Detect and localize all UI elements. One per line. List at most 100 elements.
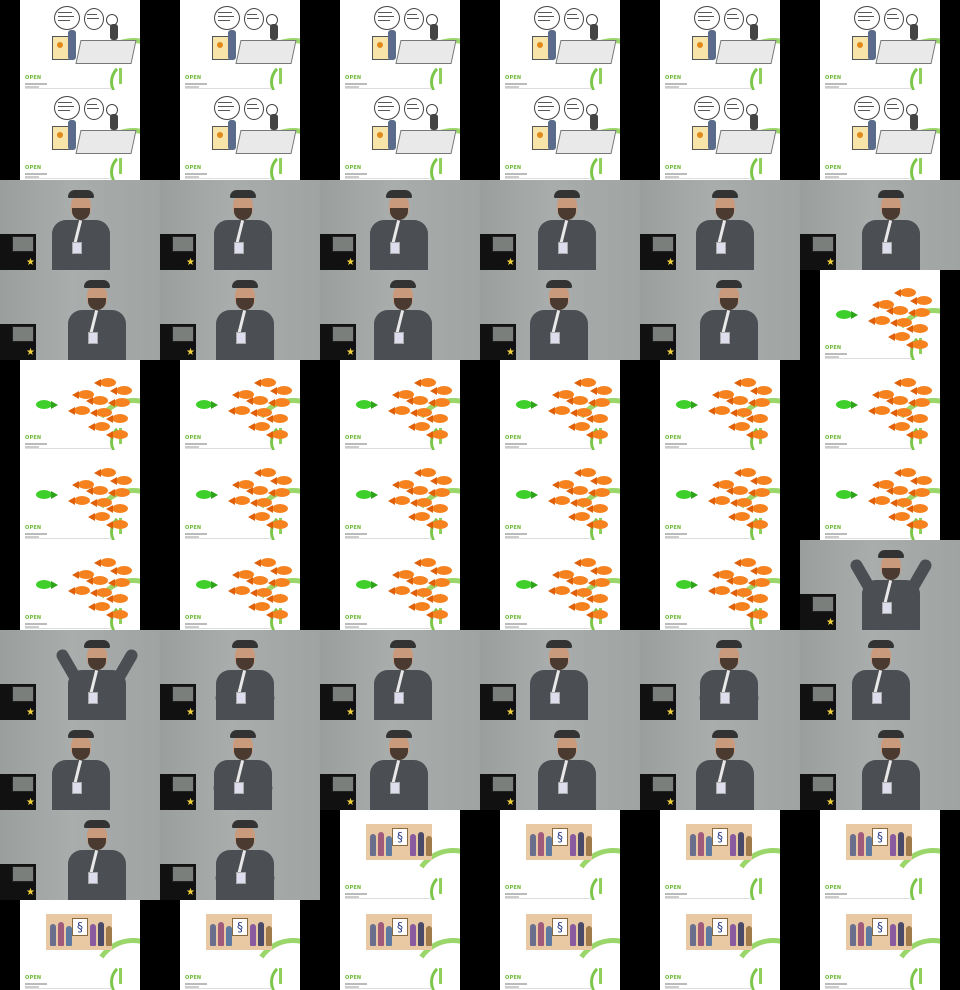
orange-fish bbox=[276, 566, 292, 575]
bubble-text-scribble bbox=[698, 16, 714, 17]
group-person bbox=[418, 832, 424, 856]
slide-baseline bbox=[665, 898, 752, 899]
slide-baseline bbox=[25, 88, 112, 89]
bubble-text-scribble bbox=[538, 102, 552, 103]
slide-baseline bbox=[345, 448, 432, 449]
orange-fish bbox=[740, 378, 756, 387]
green-fish bbox=[36, 490, 58, 499]
laptop-screen bbox=[172, 776, 194, 792]
group-person bbox=[586, 926, 592, 946]
speaker-badge bbox=[550, 692, 560, 704]
laptop-sticker: ★ bbox=[186, 347, 195, 358]
speaker-cap bbox=[386, 190, 412, 198]
slide-page: OPEN § bbox=[500, 900, 620, 990]
orange-fish bbox=[900, 378, 916, 387]
group-person bbox=[898, 832, 904, 856]
speaker-beard bbox=[394, 658, 412, 670]
cartoon-document-mark bbox=[217, 42, 223, 48]
slide-page: OPEN § bbox=[660, 900, 780, 990]
slide-page: OPEN bbox=[180, 90, 300, 180]
speaker-cap bbox=[390, 640, 416, 648]
slide-bar-decoration bbox=[759, 158, 762, 174]
speech-bubble bbox=[724, 98, 744, 120]
slide-page: OPEN bbox=[660, 0, 780, 90]
slide-thumbnail-cartoon: OPEN bbox=[640, 90, 800, 180]
bubble-text-scribble bbox=[378, 16, 394, 17]
group-person bbox=[578, 832, 584, 856]
slide-brand-subline bbox=[505, 983, 527, 985]
slide-bar-decoration bbox=[759, 68, 762, 84]
slide-page: OPEN bbox=[500, 360, 620, 450]
slide-arc-decoration bbox=[590, 152, 620, 180]
speech-bubble bbox=[534, 96, 560, 120]
bubble-text-scribble bbox=[727, 108, 739, 109]
orange-fish bbox=[594, 488, 610, 497]
slide-arc-decoration bbox=[110, 152, 140, 180]
speaker bbox=[524, 640, 594, 720]
laptop-screen bbox=[172, 866, 194, 882]
slide-brand-label: OPEN bbox=[25, 435, 42, 441]
orange-fish bbox=[252, 486, 268, 495]
slide-baseline bbox=[505, 178, 592, 179]
orange-fish bbox=[574, 422, 590, 431]
slide-baseline bbox=[665, 628, 752, 629]
bubble-text-scribble bbox=[58, 106, 74, 107]
slide-arc-decoration bbox=[110, 62, 140, 90]
speaker-video-thumbnail: ★ bbox=[800, 180, 960, 270]
laptop-sticker: ★ bbox=[666, 797, 675, 808]
speaker-video-thumbnail: ★ bbox=[0, 810, 160, 900]
laptop-screen bbox=[332, 776, 354, 792]
speaker bbox=[208, 730, 278, 810]
orange-fish bbox=[116, 476, 132, 485]
green-fish bbox=[676, 490, 698, 499]
slide-brand-subline bbox=[825, 536, 839, 538]
bubble-text-scribble bbox=[378, 110, 390, 111]
slide-brand-subline bbox=[665, 86, 679, 88]
green-fish bbox=[516, 400, 538, 409]
slide-page: OPEN bbox=[180, 0, 300, 90]
slide-bar-decoration bbox=[599, 158, 602, 174]
orange-fish bbox=[234, 586, 250, 595]
slide-baseline bbox=[825, 898, 912, 899]
slide-brand-subline bbox=[825, 446, 839, 448]
orange-fish bbox=[260, 378, 276, 387]
slide-baseline bbox=[185, 988, 272, 989]
orange-fish bbox=[274, 488, 290, 497]
orange-fish bbox=[596, 386, 612, 395]
green-fish bbox=[676, 400, 698, 409]
slide-bar-decoration bbox=[759, 968, 762, 984]
speaker-cap bbox=[84, 820, 110, 828]
orange-fish bbox=[272, 430, 288, 439]
speaker-video-thumbnail: ★ bbox=[160, 630, 320, 720]
slide-brand-subline bbox=[825, 983, 847, 985]
orange-fish bbox=[592, 414, 608, 423]
speaker-video-thumbnail: ★ bbox=[800, 720, 960, 810]
speaker-video-thumbnail: ★ bbox=[160, 810, 320, 900]
slide-baseline bbox=[185, 628, 272, 629]
slide-thumbnail-cartoon: OPEN bbox=[0, 0, 160, 90]
slide-brand-subline bbox=[345, 983, 367, 985]
bubble-text-scribble bbox=[58, 12, 72, 13]
slide-brand-subline bbox=[505, 446, 519, 448]
orange-fish bbox=[114, 398, 130, 407]
speaker-badge bbox=[720, 332, 730, 344]
orange-fish bbox=[434, 398, 450, 407]
laptop-sticker: ★ bbox=[666, 257, 675, 268]
cartoon-character bbox=[548, 120, 556, 150]
paragraph-sign: § bbox=[392, 918, 408, 936]
cartoon-character bbox=[110, 24, 118, 40]
slide-brand-label: OPEN bbox=[25, 525, 42, 531]
slide-page: OPEN bbox=[500, 450, 620, 540]
green-fish bbox=[196, 580, 218, 589]
orange-fish bbox=[116, 386, 132, 395]
speech-bubble bbox=[244, 98, 264, 120]
slide-brand-label: OPEN bbox=[185, 75, 202, 81]
speaker-badge bbox=[720, 692, 730, 704]
bubble-text-scribble bbox=[378, 106, 394, 107]
speaker-cap bbox=[232, 280, 258, 288]
speaker bbox=[368, 280, 438, 360]
orange-fish bbox=[412, 396, 428, 405]
laptop-sticker: ★ bbox=[346, 707, 355, 718]
orange-fish bbox=[432, 520, 448, 529]
slide-page: OPEN bbox=[340, 450, 460, 540]
